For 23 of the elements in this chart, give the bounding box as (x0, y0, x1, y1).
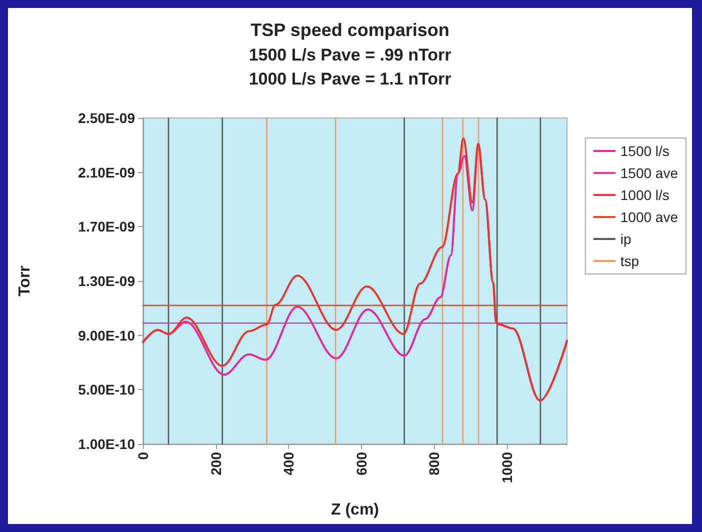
x-tick-label: 800 (426, 452, 442, 476)
legend-label: tsp (620, 253, 640, 269)
x-tick-label: 200 (208, 452, 224, 476)
legend-label: 1500 ave (620, 165, 678, 181)
y-tick-label: 1.70E-09 (78, 218, 136, 235)
x-tick-label: 1000 (498, 452, 515, 484)
x-tick-label: 0 (135, 452, 151, 460)
legend-label: 1000 l/s (620, 187, 670, 203)
y-axis-title: Torr (16, 266, 34, 296)
x-tick-label: 600 (353, 452, 370, 476)
x-axis-title: Z (cm) (331, 502, 379, 518)
legend-label: 1000 ave (620, 209, 678, 225)
y-tick-label: 2.10E-09 (78, 164, 136, 180)
legend-label: 1500 l/s (620, 143, 670, 159)
y-tick-label: 1.00E-10 (78, 436, 136, 452)
y-tick-label: 5.00E-10 (78, 382, 136, 398)
y-tick-label: 1.30E-09 (78, 273, 136, 289)
chart-title: TSP speed comparison (250, 20, 450, 40)
x-tick-label: 400 (280, 452, 297, 476)
y-tick-label: 9.00E-10 (78, 327, 136, 344)
chart-subtitle: 1500 L/s Pave = .99 nTorr 1000 L/s Pave = 1.1 nTorr (248, 46, 452, 88)
legend-label: ip (620, 231, 632, 247)
y-tick-label: 2.50E-09 (78, 110, 136, 126)
